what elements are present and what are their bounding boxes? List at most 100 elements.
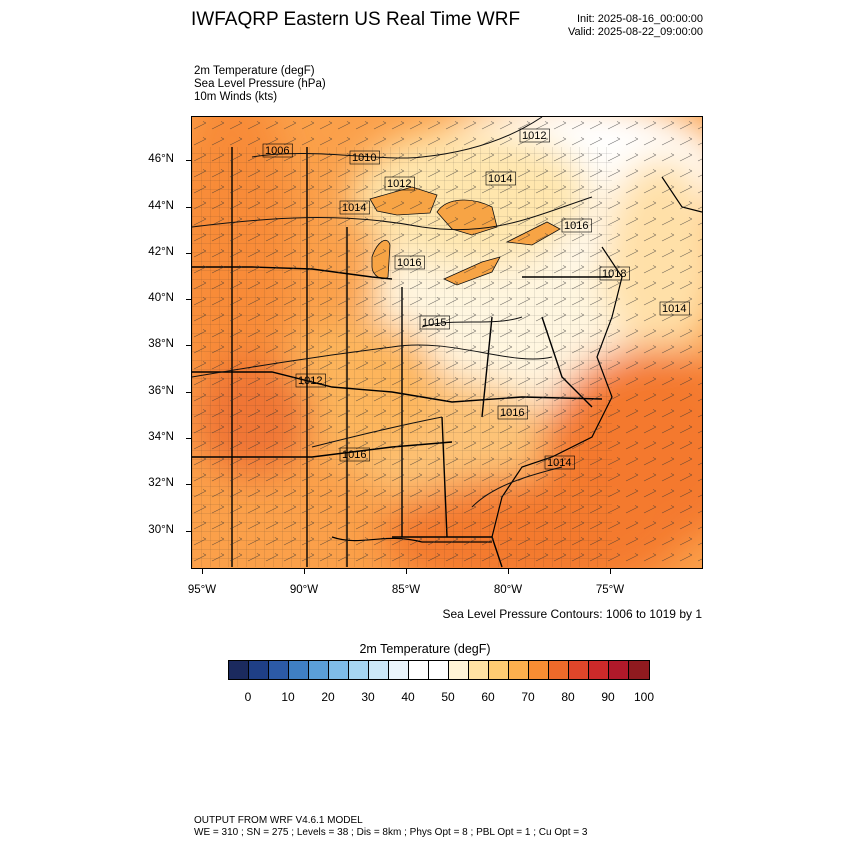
pressure-label: 1012	[384, 176, 415, 191]
colorbar	[228, 660, 650, 680]
svg-text:1014: 1014	[488, 173, 512, 185]
lon-tick	[304, 569, 305, 574]
colorbar-swatch	[569, 661, 589, 679]
lat-label: 40°N	[148, 292, 174, 304]
colorbar-swatch	[329, 661, 349, 679]
svg-text:1016: 1016	[397, 257, 421, 269]
pressure-label: 1012	[519, 128, 550, 143]
svg-text:1012: 1012	[522, 130, 546, 142]
lat-label: 42°N	[148, 246, 174, 258]
colorbar-swatch	[609, 661, 629, 679]
colorbar-swatch	[529, 661, 549, 679]
colorbar-swatch	[309, 661, 329, 679]
pressure-label: 1014	[659, 301, 690, 316]
colorbar-swatch	[549, 661, 569, 679]
model-info-line2: WE = 310 ; SN = 275 ; Levels = 38 ; Dis …	[194, 827, 588, 838]
colorbar-swatch	[429, 661, 449, 679]
lat-label: 38°N	[148, 338, 174, 350]
colorbar-swatch	[409, 661, 429, 679]
init-time: Init: 2025-08-16_00:00:00	[577, 13, 703, 25]
colorbar-tick-label: 0	[244, 690, 252, 704]
pressure-label: 1006	[262, 143, 293, 158]
lat-label: 30°N	[148, 524, 174, 536]
lon-label: 75°W	[595, 584, 625, 596]
lon-label: 95°W	[187, 584, 217, 596]
pressure-label: 1012	[295, 373, 326, 388]
colorbar-swatch	[629, 661, 649, 679]
colorbar-swatch	[509, 661, 529, 679]
svg-text:1018: 1018	[602, 268, 626, 280]
lon-label: 85°W	[391, 584, 421, 596]
lat-label: 44°N	[148, 200, 174, 212]
lat-label: 36°N	[148, 385, 174, 397]
svg-text:1012: 1012	[298, 375, 322, 387]
field-label-temperature: 2m Temperature (degF)	[194, 65, 315, 77]
colorbar-swatch	[449, 661, 469, 679]
colorbar-tick-label: 80	[561, 690, 575, 704]
lat-tick	[186, 160, 191, 161]
pressure-label: 1015	[419, 315, 450, 330]
pressure-label-group: 1006 1010 1012 1012 1014 1014 1016 1015 1016 1016…	[262, 128, 690, 470]
svg-text:1012: 1012	[387, 178, 411, 190]
lat-tick	[186, 345, 191, 346]
pressure-label: 1016	[394, 255, 425, 270]
colorbar-swatch	[269, 661, 289, 679]
model-info-line1: OUTPUT FROM WRF V4.6.1 MODEL	[194, 815, 363, 826]
svg-text:1010: 1010	[352, 152, 376, 164]
colorbar-tick-label: 90	[601, 690, 615, 704]
svg-text:1014: 1014	[662, 303, 686, 315]
lat-tick	[186, 392, 191, 393]
colorbar-tick-label: 10	[281, 690, 295, 704]
pressure-label: 1014	[544, 455, 575, 470]
svg-text:1016: 1016	[500, 407, 524, 419]
lat-tick	[186, 253, 191, 254]
pressure-label: 1014	[485, 171, 516, 186]
pressure-label: 1016	[497, 405, 528, 420]
pressure-contours	[192, 117, 593, 508]
svg-text:1014: 1014	[342, 202, 366, 214]
svg-text:1015: 1015	[422, 317, 446, 329]
map-title: IWFAQRP Eastern US Real Time WRF	[191, 9, 521, 30]
lon-label: 90°W	[289, 584, 319, 596]
lat-tick	[186, 531, 191, 532]
colorbar-tick-label: 100	[633, 690, 655, 704]
colorbar-tick-label: 70	[521, 690, 535, 704]
lat-label: 46°N	[148, 153, 174, 165]
colorbar-swatch	[469, 661, 489, 679]
pressure-label: 1018	[599, 266, 630, 281]
pressure-label: 1016	[561, 218, 592, 233]
colorbar-tick-label: 30	[361, 690, 375, 704]
colorbar-tick-label: 50	[441, 690, 455, 704]
field-label-winds: 10m Winds (kts)	[194, 91, 278, 103]
colorbar-title: 2m Temperature (degF)	[359, 642, 491, 656]
valid-time: Valid: 2025-08-22_09:00:00	[568, 26, 703, 38]
colorbar-swatch	[249, 661, 269, 679]
lat-tick	[186, 484, 191, 485]
lon-tick	[202, 569, 203, 574]
wind-barbs	[192, 117, 702, 568]
svg-text:1006: 1006	[265, 145, 289, 157]
colorbar-swatch	[229, 661, 249, 679]
colorbar-swatch	[589, 661, 609, 679]
colorbar-tick-label: 40	[401, 690, 415, 704]
weather-map: 1006 1010 1012 1012 1014 1014 1016 1015 1016 1016…	[191, 116, 703, 569]
pressure-contour-note: Sea Level Pressure Contours: 1006 to 101…	[442, 607, 703, 621]
colorbar-tick-label: 60	[481, 690, 495, 704]
pressure-label: 1010	[349, 150, 380, 165]
lon-tick	[610, 569, 611, 574]
colorbar-tick-label: 20	[321, 690, 335, 704]
pressure-label: 1014	[339, 200, 370, 215]
lat-tick	[186, 438, 191, 439]
pressure-label: 1016	[339, 447, 370, 462]
lon-tick	[406, 569, 407, 574]
lat-label: 32°N	[148, 477, 174, 489]
svg-text:1014: 1014	[547, 457, 571, 469]
lon-tick	[508, 569, 509, 574]
colorbar-swatch	[489, 661, 509, 679]
colorbar-swatch	[289, 661, 309, 679]
svg-text:1016: 1016	[342, 449, 366, 461]
lat-tick	[186, 299, 191, 300]
colorbar-swatch	[369, 661, 389, 679]
colorbar-swatch	[389, 661, 409, 679]
lon-label: 80°W	[493, 584, 523, 596]
